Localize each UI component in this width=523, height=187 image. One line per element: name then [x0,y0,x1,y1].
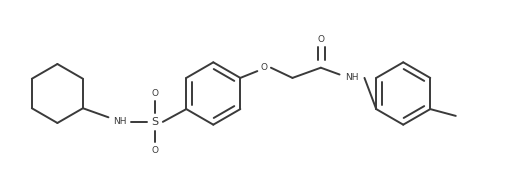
Text: O: O [317,35,324,44]
Text: S: S [151,117,158,127]
Text: NH: NH [345,73,359,82]
Text: O: O [152,89,158,98]
Text: O: O [260,63,268,72]
Text: O: O [152,146,158,155]
Text: NH: NH [113,117,127,126]
